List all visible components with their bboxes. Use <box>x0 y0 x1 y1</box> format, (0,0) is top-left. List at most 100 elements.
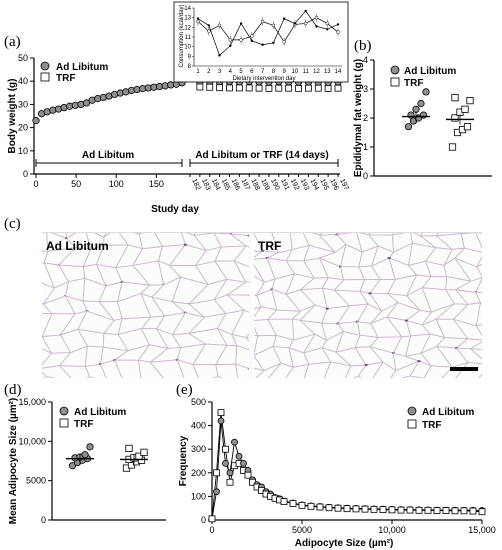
inset-tick-label-x: 1 <box>196 69 200 75</box>
tick-label-y-a: 20 <box>18 123 28 133</box>
point-trf-a <box>196 83 204 91</box>
adipocyte-cell <box>469 348 482 360</box>
point-trf-e <box>213 469 220 477</box>
inset-ylabel: Consumption (kcal/day) <box>179 4 185 67</box>
tick-label-x-e: 10,000 <box>378 525 406 535</box>
inset-point-ad-libitum <box>282 40 286 44</box>
tick-label-y-e: 400 <box>191 421 206 431</box>
nucleus <box>260 249 265 252</box>
adipocyte-cell <box>254 367 266 378</box>
point-trf-a <box>324 84 332 92</box>
tick-label-y-a: 0 <box>23 169 28 179</box>
histology-trf: TRF <box>252 233 482 378</box>
tick-label-y-e: 0 <box>201 515 206 525</box>
histology-ad-libitum: Ad Libitum <box>42 233 249 378</box>
point-ad-libitum-e <box>226 469 234 477</box>
annotation-ad-libitum: Ad Libitum <box>82 150 134 161</box>
inset-point-ad-libitum <box>228 38 233 42</box>
point-trf-e <box>343 505 351 513</box>
histology-panel: Ad Libitum TRF <box>42 232 482 378</box>
point-trf-a <box>334 84 342 92</box>
point-trf-a <box>226 84 233 92</box>
chart-a-inset: Consumption (kcal/day) Dietary intervent… <box>173 1 349 83</box>
inset-point-ad-libitum <box>336 30 340 34</box>
tick-label-x-a: 193 <box>299 178 310 192</box>
inset-tick-label-y: 13 <box>184 16 191 22</box>
adipocyte-cell <box>42 365 72 378</box>
adipocyte-cell <box>303 361 332 378</box>
tick-label-y-pb: 3 <box>363 84 368 94</box>
point-ad-libitum-pb <box>404 123 413 131</box>
point-trf-pb <box>448 143 457 151</box>
inset-tick-label-x: 10 <box>292 69 299 75</box>
tick-label-x-a: 187 <box>240 178 251 192</box>
point-trf-a <box>295 84 302 92</box>
inset-tick-label-x: 5 <box>239 69 243 75</box>
point-trf-e <box>208 515 216 523</box>
point-ad-libitum-e <box>231 438 238 446</box>
tick-label-y-a: 10 <box>18 146 28 156</box>
adipocyte-cell <box>475 277 482 293</box>
legend-ad-libitum-a: Ad Libitum <box>56 62 108 73</box>
inset-point-trf <box>282 17 286 20</box>
point-trf-e <box>433 507 441 514</box>
nucleus <box>368 292 372 295</box>
adipocyte-cell <box>475 324 482 337</box>
point-trf-a <box>314 84 322 92</box>
point-trf-e <box>226 478 234 486</box>
inset-tick-label-y: 10 <box>184 45 191 51</box>
line-ad-libitum-e <box>211 420 483 519</box>
point-trf-pb <box>463 123 472 131</box>
point-trf-pb <box>451 114 459 122</box>
point-ad-libitum-pd <box>86 443 94 451</box>
legend-marker-trf <box>390 77 400 87</box>
point-trf-e <box>424 506 432 514</box>
inset-point-ad-libitum <box>207 29 211 33</box>
point-trf-e <box>460 507 468 515</box>
point-trf-e <box>415 506 423 514</box>
inset-tick-label-y: 12 <box>184 25 191 31</box>
annotation-trf-period: Ad Libitum or TRF (14 days) <box>195 150 328 161</box>
inset-tick-label-y: 11 <box>185 35 192 41</box>
point-ad-libitum-pb <box>422 88 430 96</box>
point-trf-e <box>316 503 324 511</box>
tick-label-y-pb: 4 <box>363 55 368 65</box>
point-ad-libitum-pd <box>81 451 89 459</box>
inset-point-trf <box>272 41 275 44</box>
tick-label-y-e: 100 <box>191 491 206 501</box>
scale-bar <box>450 367 478 371</box>
inset-tick-label-x: 7 <box>261 69 265 75</box>
adipocyte-cell <box>226 294 249 313</box>
point-trf-e <box>334 504 342 512</box>
nucleus <box>364 363 368 367</box>
point-trf-e <box>451 507 459 515</box>
legend-trf-b: TRF <box>404 78 423 89</box>
legend-ad-libitum-d: Ad Libitum <box>74 407 126 418</box>
ylabel-a: Body weight (g) <box>7 79 18 154</box>
adipocyte-cell <box>357 361 384 378</box>
adipocyte-texture <box>42 233 249 378</box>
point-trf-e <box>325 504 333 512</box>
inset-tick-label-x: 8 <box>272 69 276 75</box>
chart-d: Mean Adipocyte Size (µm²) Ad Libitum TRF… <box>8 397 166 525</box>
histology-title-ad-libitum: Ad Libitum <box>46 239 109 253</box>
inset-point-ad-libitum <box>271 23 276 28</box>
inset-point-trf <box>218 54 221 57</box>
inset-point-trf <box>304 9 307 13</box>
tick-label-x-a: 184 <box>210 178 221 192</box>
tick-label-y-e: 500 <box>191 397 206 407</box>
nucleus <box>417 360 421 363</box>
tick-label-y-pb: 2 <box>363 113 368 123</box>
point-trf-pb <box>466 97 474 105</box>
point-trf-a <box>235 84 243 92</box>
inset-point-trf <box>229 44 232 47</box>
tick-label-x-a: 196 <box>328 178 339 192</box>
tick-label-x-a: 192 <box>289 178 300 192</box>
adipocyte-cell <box>475 302 482 327</box>
point-ad-libitum-pb <box>417 99 425 108</box>
point-trf-pb <box>451 94 459 102</box>
inset-tick-label-x: 14 <box>335 69 342 75</box>
nucleus <box>248 367 249 370</box>
point-trf-e <box>217 409 225 417</box>
